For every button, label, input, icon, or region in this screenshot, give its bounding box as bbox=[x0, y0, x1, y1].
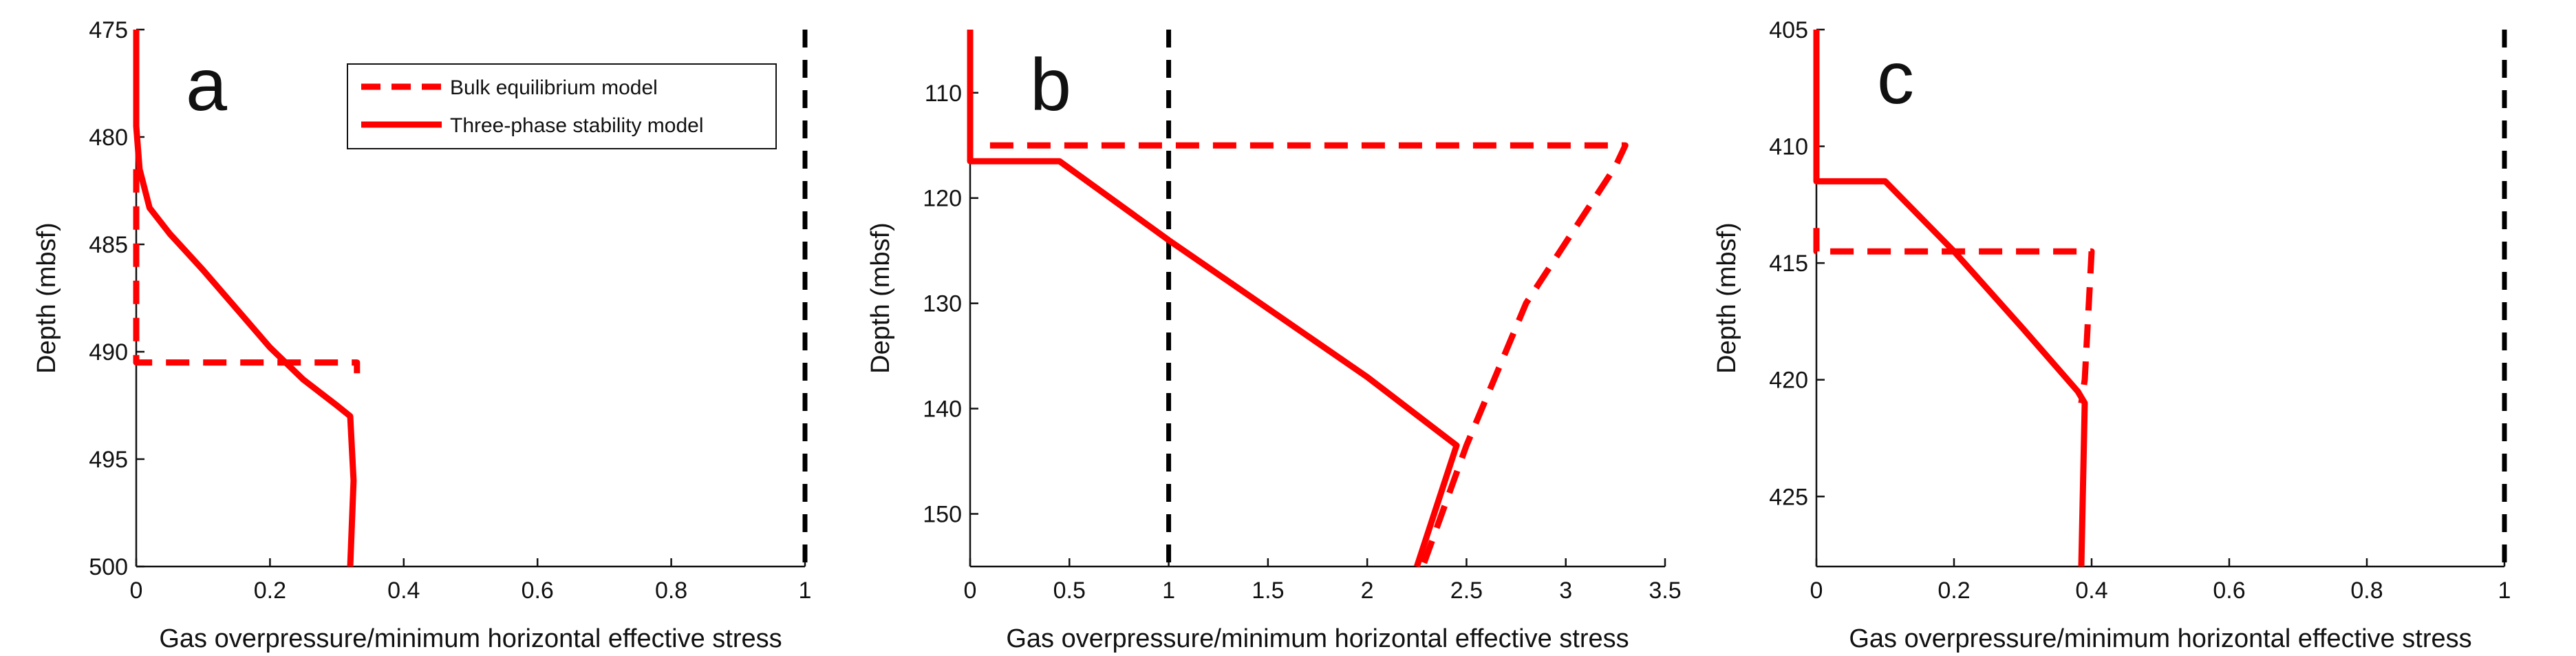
series-three-phase-c bbox=[1813, 30, 2088, 567]
series-bulk-equilibrium-a bbox=[133, 169, 361, 374]
panel-a: 0 0.2 0.4 0.6 0.8 1 475 480 485 490 495 500 Gas over… bbox=[32, 17, 811, 653]
series-bulk-equilibrium-b bbox=[989, 142, 1629, 568]
x-tick-label-b: 0 bbox=[964, 578, 977, 604]
x-tick-label-a: 0.2 bbox=[254, 578, 286, 604]
y-axis-title-b: Depth (mbsf) bbox=[866, 222, 895, 374]
panel-c: 0 0.2 0.4 0.6 0.8 1 405 410 415 420 425 Gas overpre… bbox=[1713, 17, 2511, 653]
x-tick-label-c: 0 bbox=[1810, 578, 1823, 604]
y-tick-label-b: 150 bbox=[923, 502, 962, 528]
x-tick-label-c: 0.8 bbox=[2350, 578, 2383, 604]
y-tick-label-a: 490 bbox=[89, 339, 128, 366]
y-tick-label-c: 415 bbox=[1769, 251, 1808, 277]
x-tick-label-b: 1 bbox=[1162, 578, 1175, 604]
x-axis-title-a: Gas overpressure/minimum horizontal effe… bbox=[159, 624, 782, 653]
panel-b: 0 0.5 1 1.5 2 2.5 3 3.5 110 120 130 140 150 Gas overp… bbox=[866, 30, 1682, 653]
x-tick-label-b: 2.5 bbox=[1450, 578, 1483, 604]
legend-box bbox=[347, 63, 777, 149]
y-tick-label-a: 495 bbox=[89, 447, 128, 473]
x-tick-label-a: 1 bbox=[799, 578, 812, 604]
panel-letter-a: a bbox=[186, 43, 228, 126]
x-tick-label-a: 0.8 bbox=[655, 578, 687, 604]
y-axis-title-c: Depth (mbsf) bbox=[1713, 222, 1741, 374]
legend-label-bulk: Bulk equilibrium model bbox=[450, 76, 658, 99]
x-tick-label-c: 0.4 bbox=[2075, 578, 2107, 604]
y-tick-label-c: 410 bbox=[1769, 134, 1808, 160]
series-bulk-equilibrium-c bbox=[1813, 228, 2095, 404]
y-tick-label-b: 120 bbox=[923, 186, 962, 212]
panel-letter-b: b bbox=[1030, 43, 1071, 126]
y-tick-label-b: 130 bbox=[923, 291, 962, 317]
y-tick-label-c: 420 bbox=[1769, 368, 1808, 394]
y-tick-label-a: 500 bbox=[89, 554, 128, 580]
y-axis-title-a: Depth (mbsf) bbox=[32, 222, 61, 374]
legend: Bulk equilibrium model Three-phase stabi… bbox=[347, 63, 777, 149]
x-tick-label-c: 1 bbox=[2498, 578, 2511, 604]
y-tick-label-b: 140 bbox=[923, 396, 962, 423]
x-tick-label-b: 0.5 bbox=[1053, 578, 1086, 604]
x-tick-label-b: 2 bbox=[1361, 578, 1374, 604]
y-tick-label-a: 485 bbox=[89, 232, 128, 258]
y-tick-label-b: 110 bbox=[925, 81, 962, 107]
x-tick-label-a: 0 bbox=[130, 578, 143, 604]
legend-label-three-phase: Three-phase stability model bbox=[450, 114, 704, 137]
y-tick-label-c: 405 bbox=[1769, 17, 1808, 43]
y-tick-label-a: 475 bbox=[89, 17, 128, 43]
x-tick-label-b: 1.5 bbox=[1252, 578, 1284, 604]
series-three-phase-b bbox=[967, 30, 1460, 568]
x-tick-label-a: 0.6 bbox=[522, 578, 554, 604]
x-axis-title-b: Gas overpressure/minimum horizontal effe… bbox=[1006, 624, 1629, 653]
x-tick-label-c: 0.6 bbox=[2213, 578, 2245, 604]
y-tick-label-c: 425 bbox=[1769, 484, 1808, 510]
x-tick-label-b: 3.5 bbox=[1649, 578, 1681, 604]
x-tick-label-a: 0.4 bbox=[387, 578, 420, 604]
x-tick-label-c: 0.2 bbox=[1938, 578, 1970, 604]
x-tick-label-b: 3 bbox=[1559, 578, 1572, 604]
panel-letter-c: c bbox=[1877, 36, 1914, 119]
y-tick-label-a: 480 bbox=[89, 125, 128, 151]
x-axis-title-c: Gas overpressure/minimum horizontal effe… bbox=[1849, 624, 2471, 653]
series-three-phase-a bbox=[133, 30, 357, 567]
